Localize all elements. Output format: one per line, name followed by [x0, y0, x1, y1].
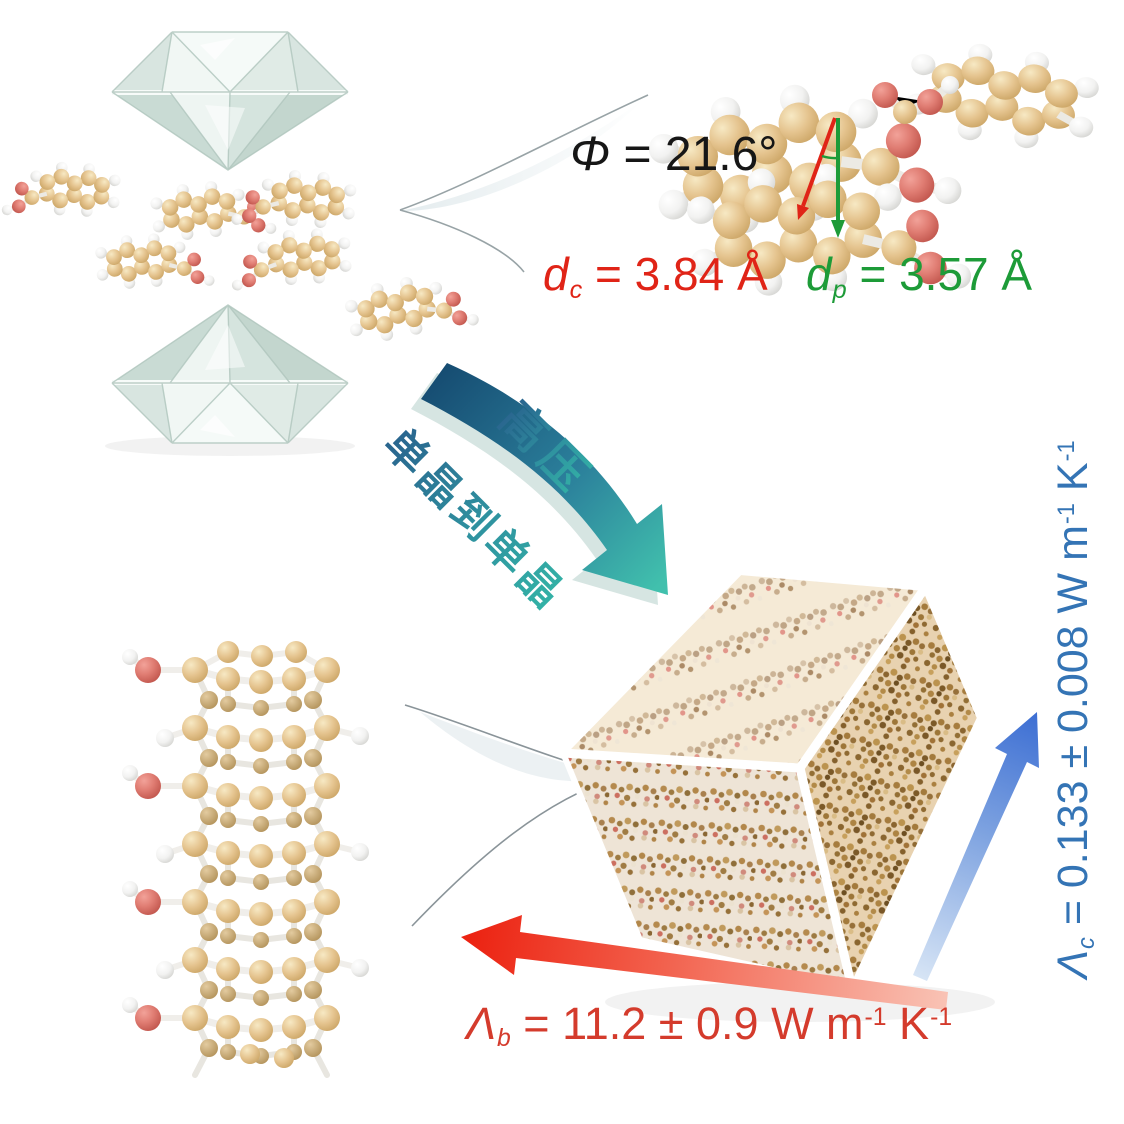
lambda-c-value: = 0.133 ± 0.008 W m: [1049, 525, 1097, 938]
crystal-cube: [558, 569, 995, 1022]
closeup-carboxyl-group: [872, 76, 959, 124]
diamond-anvil-top: [111, 31, 349, 171]
lambda-c-sup1: -1: [1054, 503, 1080, 525]
lambda-b-sup2: -1: [930, 1004, 953, 1032]
dp-subscript: p: [832, 275, 847, 304]
lambda-b-subscript: b: [497, 1025, 511, 1053]
process-arrow: [411, 363, 668, 605]
lambda-c-symbol: Λ: [1049, 949, 1097, 979]
molecule-closeup: [642, 35, 1103, 307]
dc-subscript: c: [569, 275, 583, 304]
thermal-arrow-b: [461, 915, 948, 1010]
dc-symbol: d: [543, 248, 569, 300]
lambda-b-symbol: Λ: [466, 998, 497, 1049]
phi-angle-label: Φ = 21.6°: [570, 128, 778, 181]
dc-value: = 3.84 Å: [582, 248, 768, 300]
dp-symbol: d: [806, 248, 832, 300]
thermal-arrow-c: [913, 712, 1039, 981]
dp-value: = 3.57 Å: [846, 248, 1033, 300]
lambda-c-unit: K: [1049, 462, 1097, 504]
dp-distance-label: dp = 3.57 Å: [806, 248, 1033, 303]
phi-value: = 21.6°: [610, 128, 778, 181]
dc-distance-label: dc = 3.84 Å: [543, 248, 768, 303]
lambda-c-sup2: -1: [1054, 440, 1080, 462]
lambda-b-value: = 11.2 ± 0.9 W m: [510, 998, 864, 1049]
lambda-b-unit: K: [886, 998, 930, 1049]
angle-arc: [821, 154, 839, 160]
diamond-anvil-bottom: [105, 304, 355, 456]
phi-symbol: Φ: [570, 128, 611, 181]
lambda-c-label: Λc = 0.133 ± 0.008 W m-1 K-1: [1049, 382, 1100, 1037]
lambda-b-sup1: -1: [864, 1004, 887, 1032]
angle-arrow-green: [831, 118, 845, 238]
zoom-callout-top: [399, 94, 649, 273]
lambda-b-label: Λb = 11.2 ± 0.9 W m-1 K-1: [466, 998, 953, 1052]
lambda-c-subscript: c: [1074, 937, 1101, 949]
angle-arrow-red: [797, 117, 837, 220]
crystal-chain-structure: [122, 641, 369, 1075]
